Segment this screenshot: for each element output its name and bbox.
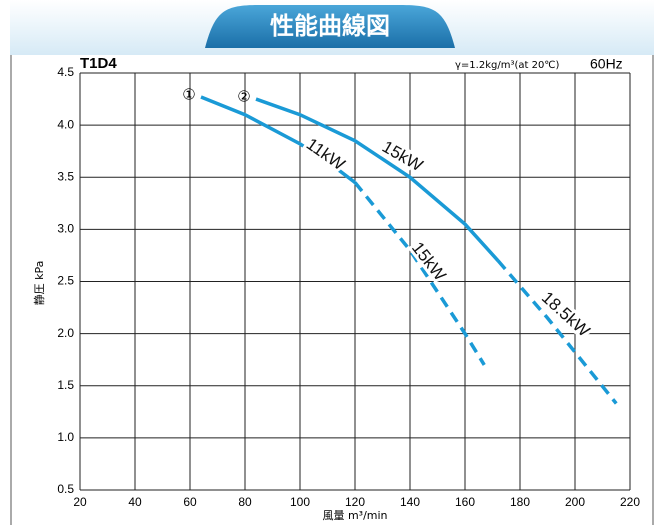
y-axis-label: 静圧 kPa <box>32 261 46 306</box>
y-tick-label: 1.5 <box>57 378 74 392</box>
x-tick-label: 40 <box>128 495 142 509</box>
y-tick-label: 3.0 <box>57 222 74 236</box>
model: T1D4 <box>80 55 117 72</box>
x-tick-label: 60 <box>183 495 197 509</box>
condition: γ=1.2kg/m³(at 20℃) <box>455 60 560 71</box>
x-tick-label: 220 <box>620 495 640 509</box>
y-tick-label: 4.0 <box>57 117 74 131</box>
y-tick-label: 2.5 <box>57 274 74 288</box>
x-tick-label: 140 <box>400 495 420 509</box>
x-axis-label: 風量 m³/min <box>322 509 387 522</box>
y-tick-label: 3.5 <box>57 169 74 183</box>
x-tick-label: 80 <box>238 495 252 509</box>
y-tick-label: 1.0 <box>57 430 74 444</box>
x-tick-label: 180 <box>510 495 530 509</box>
curve <box>353 181 486 366</box>
x-tick-label: 160 <box>455 495 475 509</box>
x-tick-label: 20 <box>73 495 87 509</box>
frequency: 60Hz <box>590 56 623 72</box>
title: 性能曲線図 <box>270 12 390 40</box>
y-tick-label: 4.5 <box>57 65 74 79</box>
curve-label: ② <box>237 88 250 106</box>
curve-label: ① <box>182 85 195 103</box>
curve <box>200 95 357 184</box>
y-tick-label: 0.5 <box>57 482 74 496</box>
x-tick-label: 100 <box>290 495 310 509</box>
title-tab <box>205 5 455 48</box>
x-tick-label: 200 <box>565 495 585 509</box>
curve <box>255 97 500 262</box>
x-tick-label: 120 <box>345 495 365 509</box>
curve <box>496 259 618 405</box>
y-tick-label: 2.0 <box>57 326 74 340</box>
